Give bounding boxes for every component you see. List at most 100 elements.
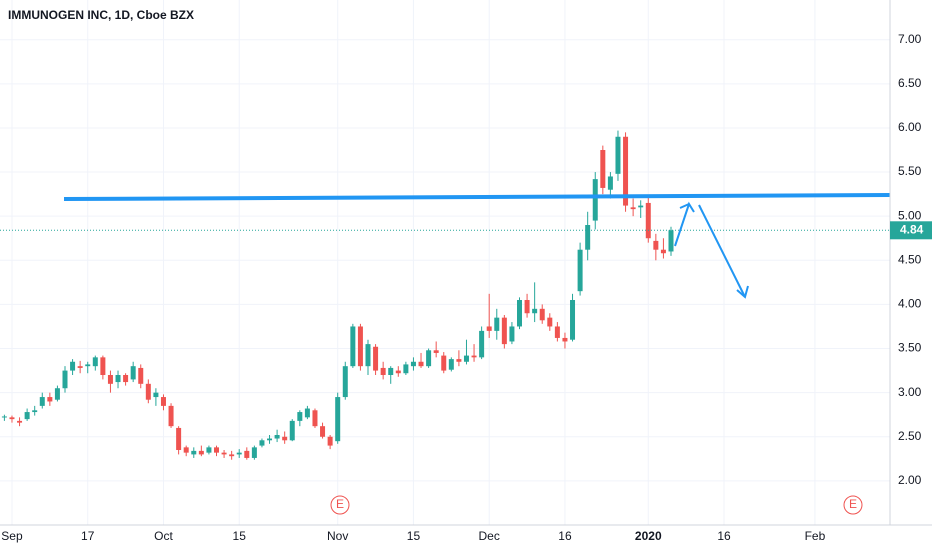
candle-body <box>107 375 113 384</box>
candle-body <box>607 176 613 190</box>
x-tick-label: Sep <box>1 529 23 543</box>
candle-body <box>70 361 76 371</box>
y-tick-label: 7.00 <box>898 32 922 46</box>
candle-body <box>9 417 15 420</box>
candle-body <box>456 359 462 362</box>
candle-body <box>62 370 68 389</box>
candle-body <box>282 436 288 441</box>
candle-body <box>554 326 560 338</box>
candle-body <box>1 416 7 418</box>
x-tick-label: Dec <box>479 529 500 543</box>
y-tick-label: 2.50 <box>898 429 922 443</box>
candle-body <box>623 136 629 206</box>
y-tick-label: 6.50 <box>898 76 922 90</box>
trend-line <box>63 193 891 201</box>
x-tick-label: Feb <box>805 529 826 543</box>
candle-body <box>138 367 144 384</box>
candle-body <box>54 388 60 400</box>
y-tick-label: 4.00 <box>898 297 922 311</box>
candle-body <box>236 452 242 455</box>
candle-body <box>486 326 492 331</box>
candle-body <box>214 447 219 453</box>
candle-body <box>183 447 189 453</box>
candle-body <box>289 420 295 441</box>
candle-body <box>274 435 280 439</box>
x-tick-label: 15 <box>407 529 421 543</box>
y-tick-label: 3.50 <box>898 341 922 355</box>
candle-body <box>206 447 212 453</box>
chart-title: IMMUNOGEN INC, 1D, Cboe BZX <box>8 8 194 22</box>
x-tick-label: 2020 <box>635 529 662 543</box>
candle-body <box>320 426 326 437</box>
candle-body <box>365 344 371 367</box>
candle-body <box>198 450 204 455</box>
candle-body <box>585 225 591 250</box>
x-tick-label: Oct <box>154 529 173 543</box>
candle-body <box>479 330 485 358</box>
candle-body <box>471 355 477 358</box>
candle-body <box>221 452 227 455</box>
candle-body <box>547 317 553 327</box>
candle-body <box>615 136 621 174</box>
x-tick-label: 16 <box>717 529 731 543</box>
candle-body <box>130 366 136 380</box>
earnings-marker <box>843 495 863 515</box>
candle-body <box>47 397 53 402</box>
candle-body <box>17 420 23 423</box>
x-tick-label: 17 <box>81 529 95 543</box>
y-tick-label: 4.50 <box>898 252 922 266</box>
earnings-label: E <box>849 497 857 511</box>
candle-body <box>100 357 106 375</box>
candle-body <box>577 249 583 292</box>
candle-body <box>259 440 265 446</box>
candle-body <box>562 337 568 342</box>
candle-body <box>630 207 636 210</box>
candle-body <box>463 355 469 362</box>
y-tick-label: 5.50 <box>898 164 922 178</box>
candle-body <box>380 367 386 375</box>
arrow-head <box>736 285 749 299</box>
last-price-label: 4.84 <box>900 222 924 236</box>
candle-body <box>570 300 576 340</box>
y-tick-label: 5.00 <box>898 208 922 222</box>
candle-body <box>327 436 333 446</box>
candle-body <box>176 427 182 450</box>
candle-body <box>85 364 91 367</box>
candle-body <box>168 405 174 427</box>
candle-body <box>645 202 651 239</box>
y-tick-label: 6.00 <box>898 120 922 134</box>
candle-body <box>524 300 530 314</box>
candle-body <box>357 326 363 367</box>
candle-body <box>77 366 83 368</box>
earnings-label: E <box>336 497 344 511</box>
candle-body <box>592 179 598 221</box>
candle-body <box>426 350 432 367</box>
candle-body <box>395 370 401 374</box>
candle-body <box>403 364 409 374</box>
candle-body <box>92 357 98 367</box>
candle-body <box>418 361 424 367</box>
arrow-head <box>679 203 690 209</box>
candles <box>0 130 890 460</box>
y-tick-label: 2.00 <box>898 473 922 487</box>
candle-body <box>410 361 416 367</box>
candle-body <box>24 412 30 420</box>
grid <box>0 0 890 525</box>
candle-body <box>660 249 666 254</box>
candle-body <box>494 317 500 331</box>
candle-body <box>638 205 644 208</box>
candle-body <box>448 359 454 370</box>
candle-body <box>123 375 129 383</box>
candle-body <box>304 408 310 418</box>
candle-body <box>350 326 356 367</box>
candle-body <box>312 410 318 427</box>
candle-body <box>433 350 439 353</box>
x-tick-label: Nov <box>327 529 348 543</box>
last-price-box <box>890 221 932 240</box>
candle-body <box>342 366 348 398</box>
x-tick-label: 15 <box>233 529 247 543</box>
candle-body <box>39 397 45 406</box>
candle-body <box>191 450 197 455</box>
